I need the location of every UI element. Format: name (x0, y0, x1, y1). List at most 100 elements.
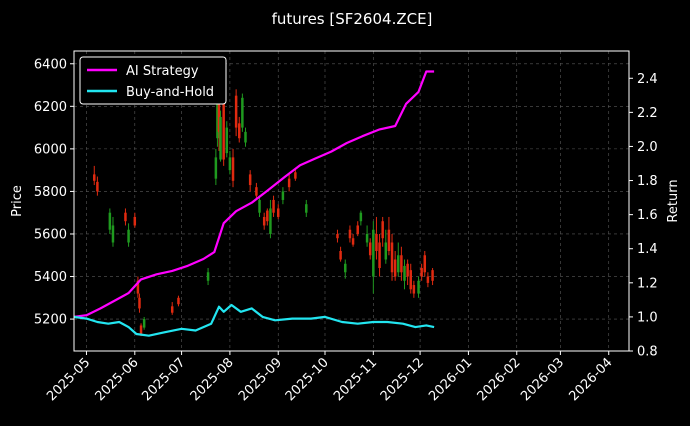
candle (287, 174, 291, 192)
candle (356, 221, 359, 237)
candle-body (272, 199, 275, 213)
candle (133, 212, 137, 228)
candle-body (231, 157, 235, 181)
x-tick-label: 2026-04 (567, 355, 616, 404)
candle-body (138, 297, 141, 309)
candle-body (206, 272, 210, 281)
candle (136, 276, 140, 298)
candle (420, 263, 423, 281)
candle-body (412, 285, 416, 294)
candle-body (406, 263, 409, 277)
candle (111, 216, 115, 247)
candle (93, 165, 96, 186)
y2-tick-label: 2.0 (637, 140, 658, 155)
candle-body (133, 216, 137, 226)
candle (206, 268, 210, 286)
candle (384, 229, 388, 264)
candle (255, 182, 258, 200)
candle (359, 210, 363, 226)
candle (393, 251, 397, 281)
y2-tick-label: 1.0 (637, 310, 658, 325)
candle-body (241, 97, 244, 128)
legend: AI Strategy Buy-and-Hold (79, 56, 227, 105)
series-line-ai-strategy (73, 70, 435, 318)
candle-body (222, 85, 225, 160)
y-tick-label: 5600 (34, 227, 67, 242)
candle (266, 208, 269, 226)
candle (412, 280, 416, 298)
candle (339, 246, 342, 262)
candle-body (431, 270, 434, 281)
x-tick-label: 2025-05 (44, 355, 93, 404)
candle-body (219, 116, 222, 160)
candle-body (111, 225, 115, 243)
x-tick-label: 2025-11 (331, 355, 380, 404)
candle-body (387, 229, 391, 251)
candle (426, 272, 430, 288)
candle-body (356, 225, 359, 234)
candle (170, 302, 174, 315)
grid-lines (74, 51, 629, 351)
candle-body (108, 212, 112, 230)
candle (241, 93, 244, 132)
candle-body (393, 259, 397, 277)
candle-body (365, 233, 369, 243)
candle-body (234, 95, 238, 128)
candle (403, 259, 406, 290)
candle (431, 268, 434, 286)
x-tick-label: 2026-01 (426, 355, 475, 404)
candle (262, 212, 266, 230)
candle-body (287, 178, 291, 188)
candle (281, 187, 285, 205)
candle (258, 195, 261, 217)
candle (127, 223, 130, 247)
series-line-buy-and-hold (73, 303, 435, 337)
y2-tick-label: 1.6 (637, 208, 658, 223)
candle (397, 242, 400, 277)
y2-tick-label: 1.8 (637, 174, 658, 189)
x-tick-label: 2026-02 (475, 355, 524, 404)
candle (138, 293, 141, 313)
candle (348, 225, 352, 243)
candle (372, 221, 375, 294)
candle-body (409, 270, 412, 290)
y2-tick-label: 2.4 (637, 72, 658, 87)
candle (368, 238, 372, 260)
candle-body (216, 95, 219, 139)
candle-body (262, 216, 266, 226)
candle (248, 170, 252, 192)
candle (269, 199, 272, 239)
candle-body (372, 229, 375, 277)
candle-body (368, 242, 372, 256)
candle (219, 110, 222, 162)
candle-body (139, 325, 143, 334)
candle (336, 229, 339, 243)
y-tick-label: 5400 (34, 270, 67, 285)
candle (214, 148, 218, 186)
candle-body (384, 242, 388, 260)
y-tick-label: 5200 (34, 313, 67, 328)
candle (177, 295, 180, 307)
candle-body (378, 242, 381, 269)
candle (124, 208, 127, 226)
y-tick-label: 6200 (34, 100, 67, 115)
y-tick-label: 6400 (34, 57, 67, 72)
y2-tick-label: 2.2 (637, 106, 658, 121)
y-axis-label-left: Price (10, 185, 25, 217)
candle (272, 195, 275, 217)
x-tick-label: 2025-06 (93, 355, 142, 404)
x-tick-label: 2025-07 (139, 355, 188, 404)
candle-body (255, 187, 258, 196)
candle-body (423, 255, 427, 273)
candle (351, 233, 355, 247)
candle-body (124, 212, 127, 222)
candle-body (294, 172, 297, 179)
candle (387, 216, 391, 256)
candle (305, 199, 308, 217)
y-tick-label: 6000 (34, 142, 67, 157)
candle-body (336, 233, 339, 239)
candle (344, 259, 347, 279)
candle-body (339, 251, 342, 260)
